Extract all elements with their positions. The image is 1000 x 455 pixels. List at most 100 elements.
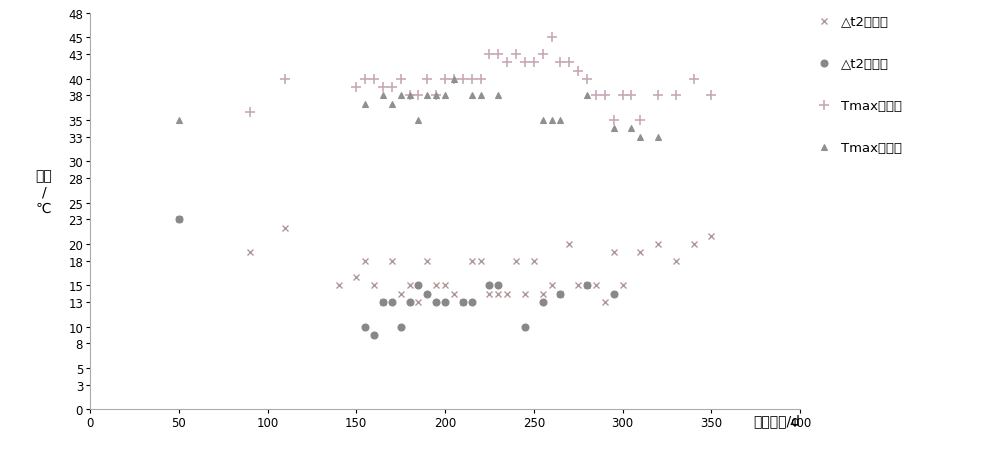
△t2无裂缝 bbox=[554, 291, 566, 297]
△t2无裂缝 bbox=[519, 324, 531, 330]
Tmax有裂缝 bbox=[395, 77, 407, 82]
△t2有裂缝 bbox=[448, 291, 460, 297]
Tmax无裂缝 bbox=[537, 118, 549, 124]
Tmax无裂缝 bbox=[475, 93, 487, 99]
△t2无裂缝 bbox=[404, 299, 416, 305]
Tmax有裂缝 bbox=[519, 61, 531, 66]
△t2有裂缝 bbox=[359, 258, 371, 264]
Tmax有裂缝 bbox=[528, 61, 540, 66]
△t2无裂缝 bbox=[173, 217, 185, 222]
△t2有裂缝 bbox=[705, 233, 717, 239]
Tmax有裂缝 bbox=[501, 61, 513, 66]
△t2无裂缝 bbox=[466, 299, 478, 305]
Tmax无裂缝 bbox=[554, 118, 566, 124]
△t2有裂缝 bbox=[395, 291, 407, 297]
△t2有裂缝 bbox=[466, 258, 478, 264]
Tmax无裂缝 bbox=[546, 118, 558, 124]
Tmax有裂缝 bbox=[492, 52, 504, 58]
Line: △t2有裂缝: △t2有裂缝 bbox=[175, 217, 715, 306]
△t2有裂缝 bbox=[475, 258, 487, 264]
Tmax无裂缝 bbox=[359, 101, 371, 107]
Tmax无裂缝 bbox=[430, 93, 442, 99]
Tmax有裂缝 bbox=[475, 77, 487, 82]
Tmax有裂缝 bbox=[634, 118, 646, 124]
Tmax有裂缝 bbox=[483, 52, 495, 58]
△t2无裂缝 bbox=[386, 299, 398, 305]
△t2有裂缝 bbox=[421, 258, 433, 264]
Tmax有裂缝 bbox=[625, 93, 637, 99]
Tmax无裂缝 bbox=[386, 101, 398, 107]
Tmax有裂缝 bbox=[616, 93, 629, 99]
Tmax无裂缝 bbox=[173, 118, 185, 124]
△t2有裂缝 bbox=[173, 217, 185, 222]
△t2有裂缝 bbox=[510, 258, 522, 264]
Tmax有裂缝 bbox=[457, 77, 469, 82]
Legend: △t2有裂缝, △t2无裂缝, Tmax有裂缝, Tmax无裂缝: △t2有裂缝, △t2无裂缝, Tmax有裂缝, Tmax无裂缝 bbox=[814, 12, 906, 159]
Tmax有裂缝 bbox=[537, 52, 549, 58]
△t2无裂缝 bbox=[608, 291, 620, 297]
△t2有裂缝 bbox=[279, 225, 291, 231]
Tmax有裂缝 bbox=[510, 52, 522, 58]
△t2有裂缝 bbox=[537, 291, 549, 297]
Tmax有裂缝 bbox=[670, 93, 682, 99]
Tmax有裂缝 bbox=[404, 93, 416, 99]
Tmax无裂缝 bbox=[421, 93, 433, 99]
△t2有裂缝 bbox=[457, 299, 469, 305]
△t2有裂缝 bbox=[590, 283, 602, 288]
Tmax有裂缝 bbox=[350, 85, 362, 91]
Tmax无裂缝 bbox=[439, 93, 451, 99]
△t2无裂缝 bbox=[581, 283, 593, 288]
△t2有裂缝 bbox=[572, 283, 584, 288]
△t2无裂缝 bbox=[395, 324, 407, 330]
Line: Tmax无裂缝: Tmax无裂缝 bbox=[175, 76, 661, 141]
Tmax有裂缝 bbox=[688, 77, 700, 82]
Tmax有裂缝 bbox=[563, 61, 575, 66]
△t2有裂缝 bbox=[368, 283, 380, 288]
△t2有裂缝 bbox=[546, 283, 558, 288]
△t2有裂缝 bbox=[377, 299, 389, 305]
Y-axis label: 温度
/
℃: 温度 / ℃ bbox=[35, 169, 52, 215]
Tmax有裂缝 bbox=[412, 93, 424, 99]
△t2无裂缝 bbox=[359, 324, 371, 330]
△t2有裂缝 bbox=[634, 250, 646, 256]
Tmax有裂缝 bbox=[546, 35, 558, 41]
△t2有裂缝 bbox=[404, 283, 416, 288]
△t2有裂缝 bbox=[608, 250, 620, 256]
△t2有裂缝 bbox=[688, 242, 700, 248]
Line: △t2无裂缝: △t2无裂缝 bbox=[175, 217, 617, 339]
△t2有裂缝 bbox=[350, 275, 362, 280]
△t2有裂缝 bbox=[332, 283, 344, 288]
△t2有裂缝 bbox=[599, 299, 611, 305]
Tmax无裂缝 bbox=[404, 93, 416, 99]
Tmax有裂缝 bbox=[652, 93, 664, 99]
Tmax有裂缝 bbox=[590, 93, 602, 99]
Tmax无裂缝 bbox=[652, 135, 664, 140]
△t2有裂缝 bbox=[386, 258, 398, 264]
Tmax有裂缝 bbox=[368, 77, 380, 82]
△t2有裂缝 bbox=[244, 250, 256, 256]
Tmax无裂缝 bbox=[412, 118, 424, 124]
Tmax无裂缝 bbox=[492, 93, 504, 99]
Tmax无裂缝 bbox=[625, 126, 637, 132]
Line: Tmax有裂缝: Tmax有裂缝 bbox=[245, 34, 716, 126]
△t2有裂缝 bbox=[563, 242, 575, 248]
△t2有裂缝 bbox=[412, 299, 424, 305]
Tmax有裂缝 bbox=[599, 93, 611, 99]
△t2有裂缝 bbox=[581, 283, 593, 288]
Tmax有裂缝 bbox=[466, 77, 478, 82]
Tmax有裂缝 bbox=[705, 93, 717, 99]
Tmax有裂缝 bbox=[439, 77, 451, 82]
Tmax有裂缝 bbox=[608, 118, 620, 124]
△t2无裂缝 bbox=[457, 299, 469, 305]
Tmax有裂缝 bbox=[572, 69, 584, 74]
△t2有裂缝 bbox=[616, 283, 629, 288]
△t2无裂缝 bbox=[483, 283, 495, 288]
△t2有裂缝 bbox=[492, 291, 504, 297]
Tmax无裂缝 bbox=[608, 126, 620, 132]
△t2无裂缝 bbox=[430, 299, 442, 305]
△t2有裂缝 bbox=[554, 291, 566, 297]
△t2有裂缝 bbox=[670, 258, 682, 264]
△t2有裂缝 bbox=[483, 291, 495, 297]
Tmax无裂缝 bbox=[395, 93, 407, 99]
△t2有裂缝 bbox=[430, 283, 442, 288]
